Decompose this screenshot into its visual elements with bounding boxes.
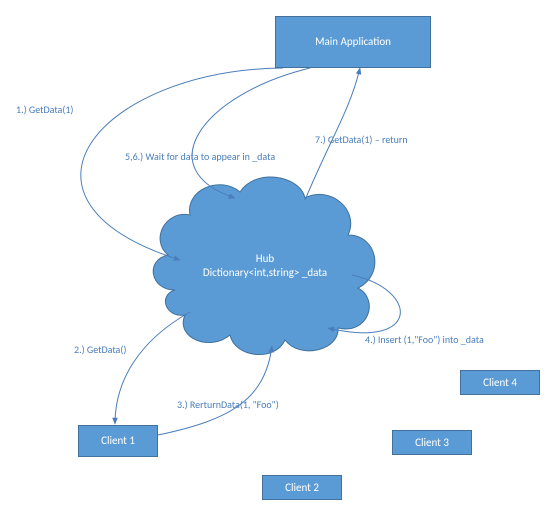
- client-3-label: Client 3: [415, 436, 449, 449]
- edge-56-label: 5,6.) Wait for data to appear in _data: [125, 151, 275, 164]
- edge-2-label: 2.) GetData(): [74, 344, 126, 357]
- main-application-node: Main Application: [275, 16, 431, 68]
- edge-3: [158, 346, 272, 435]
- edge-4-label: 4.) Insert (1,"Foo") into _data: [365, 334, 484, 347]
- edge-1-label: 1.) GetData(1): [16, 104, 73, 117]
- main-application-label: Main Application: [315, 35, 391, 48]
- edge-56: [192, 68, 310, 198]
- hub-label-line1: Hub: [256, 252, 274, 265]
- client-2-label: Client 2: [285, 481, 319, 494]
- client-2-node: Client 2: [262, 475, 342, 500]
- client-3-node: Client 3: [392, 430, 472, 455]
- hub-label-line2: Dictionary<int,string> _data: [203, 266, 327, 279]
- client-1-node: Client 1: [78, 425, 158, 457]
- client-4-node: Client 4: [460, 370, 540, 395]
- edge-3-label: 3.) RerturnData(1, "Foo"): [177, 399, 279, 412]
- edge-7-label: 7.) GetData(1) – return: [315, 134, 408, 147]
- client-1-label: Client 1: [101, 434, 135, 447]
- hub-label: Hub Dictionary<int,string> _data: [185, 252, 345, 281]
- client-4-label: Client 4: [483, 376, 517, 389]
